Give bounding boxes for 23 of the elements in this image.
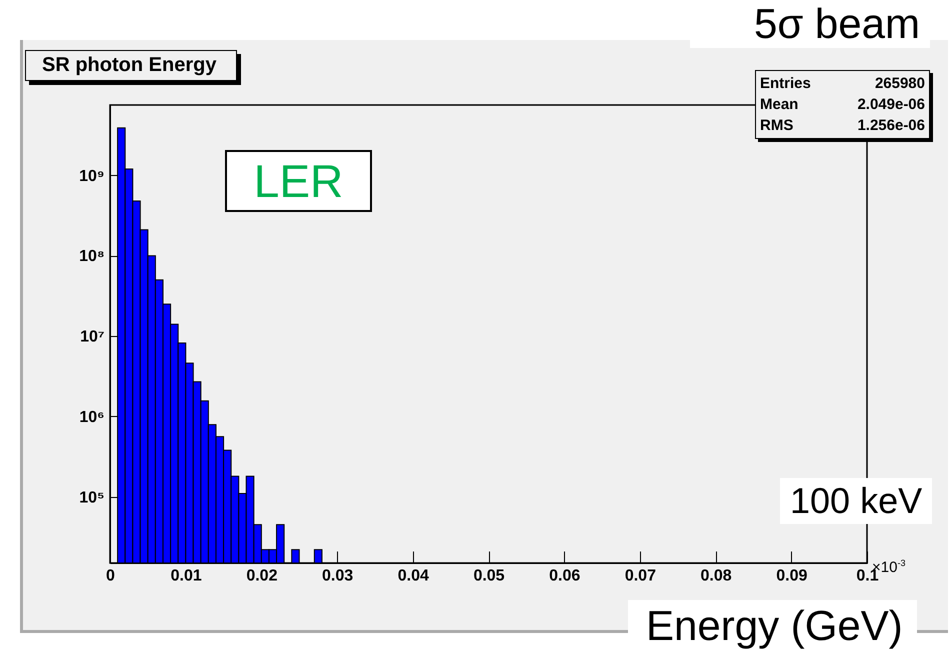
y-tick-label: 10⁹ [79,168,104,185]
y-tick-label: 10⁷ [80,328,104,346]
x-tick-label: 0.05 [473,568,505,584]
x-tick-label: 0 [106,568,116,584]
annotation: 100 keV [780,478,932,524]
y-tick-label: 10⁸ [79,248,104,266]
x-tick-label: 0.04 [398,568,429,584]
text: Mean 2.049e-06 [760,96,925,113]
x-tick-label: 0.01 [170,568,202,584]
x-tick-label: 0.06 [549,568,580,584]
x-tick-label: 0.07 [624,568,656,584]
x-axis-title: Energy (GeV) [628,600,917,656]
x-tick-label: 0.03 [322,568,354,584]
y-tick-label: 10⁶ [79,408,104,426]
x-tick-label: 0.02 [246,568,278,584]
x-tick-label: 0.09 [776,568,808,584]
y-tick-label: 10⁵ [79,489,104,506]
annotation: LER [225,150,372,212]
text: Entries 265980 [760,75,925,92]
chart-title: SR photon Energy [25,50,238,81]
text: RMS 1.256e-06 [760,117,925,134]
x-tick-label: 0.08 [700,568,732,584]
text: 5σ beam [690,0,930,48]
